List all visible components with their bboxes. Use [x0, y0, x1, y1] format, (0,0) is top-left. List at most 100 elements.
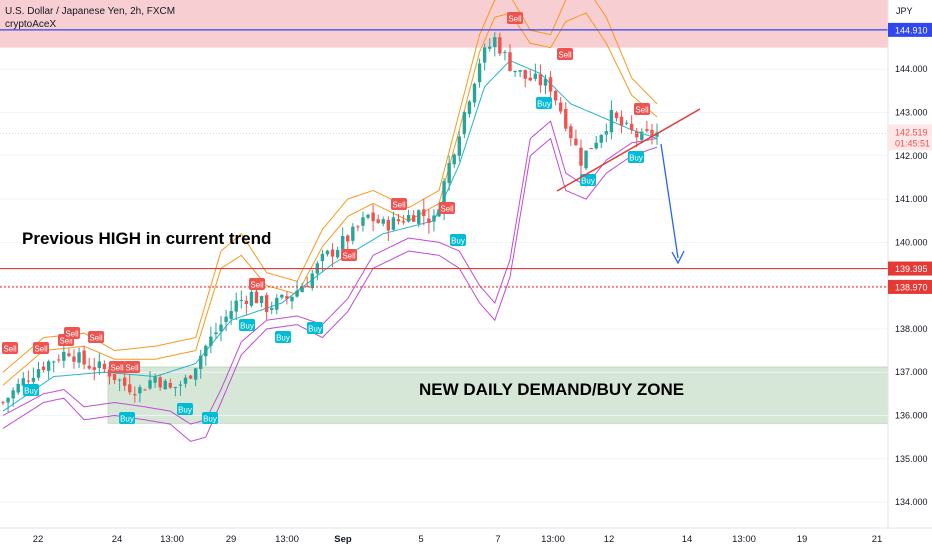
- candle-body: [11, 390, 15, 399]
- sell-signal-tag: [557, 48, 573, 60]
- candle-body: [133, 394, 137, 396]
- currency-label: JPY: [896, 6, 913, 16]
- x-tick-label: 13:00: [275, 534, 299, 545]
- candle-body: [589, 147, 593, 149]
- candle-body: [275, 297, 279, 310]
- candle-body: [31, 377, 36, 382]
- candle-body: [244, 300, 249, 304]
- y-tick-label: 137.000: [895, 367, 928, 377]
- candle-body: [417, 210, 421, 224]
- candle-body: [173, 386, 178, 389]
- candle-body: [16, 383, 20, 393]
- buy-signal-tag: [628, 151, 644, 163]
- candle-body: [188, 375, 193, 379]
- candle-body: [330, 249, 335, 257]
- candle-body: [325, 250, 330, 255]
- countdown-label: 01:45:51: [895, 138, 930, 148]
- x-tick-label: 24: [112, 534, 123, 545]
- buy-signal-text: Buy: [203, 415, 217, 424]
- sell-signal-text: Sell: [110, 364, 124, 373]
- candle-body: [498, 37, 502, 54]
- y-tick-label: 142.000: [895, 151, 928, 161]
- candle-body: [280, 294, 284, 298]
- candle-body: [371, 212, 375, 222]
- level-price-label: 139.395: [895, 264, 928, 274]
- candle-body: [574, 138, 578, 146]
- candle-body: [604, 131, 609, 135]
- candle-body: [569, 126, 573, 139]
- candle-body: [295, 290, 299, 297]
- candle-body: [503, 52, 507, 54]
- candle-body: [406, 215, 411, 222]
- candle-body: [447, 163, 451, 184]
- upper-outer-band: [2, 0, 658, 373]
- sell-signal-text: Sell: [635, 106, 649, 115]
- level-price-tag: [888, 261, 932, 276]
- sell-signal-tag: [124, 361, 140, 373]
- candle-body: [640, 131, 644, 140]
- buy-signal-text: Buy: [276, 334, 290, 343]
- candle-body: [340, 235, 345, 250]
- candle-body: [148, 380, 152, 389]
- candle-body: [467, 101, 472, 114]
- x-tick-label: 13:00: [732, 534, 756, 545]
- sell-signal-text: Sell: [558, 51, 572, 60]
- candle-body: [361, 217, 365, 226]
- level-price-label: 144.910: [895, 25, 928, 35]
- candle-body: [645, 129, 649, 131]
- candle-body: [310, 273, 314, 289]
- x-tick-label: 21: [872, 534, 883, 545]
- candle-body: [493, 37, 497, 48]
- lower-outer-band: [2, 137, 658, 442]
- candle-body: [594, 142, 598, 149]
- candle-body: [513, 70, 517, 73]
- candle-body: [356, 226, 360, 228]
- candle-body: [477, 63, 482, 83]
- candle-body: [46, 361, 51, 371]
- sell-signal-tag: [341, 249, 357, 261]
- candle-body: [655, 132, 659, 137]
- sell-signal-tag: [88, 331, 104, 343]
- candle-body: [183, 377, 188, 384]
- level-price-tag: [888, 22, 932, 37]
- candle-body: [523, 69, 527, 79]
- buy-signal-text: Buy: [24, 387, 38, 396]
- sell-signal-text: Sell: [508, 15, 522, 24]
- candle-body: [138, 387, 142, 394]
- sell-signal-tag: [634, 103, 650, 115]
- buy-signal-text: Buy: [537, 100, 551, 109]
- candle-body: [57, 359, 61, 361]
- buy-signal-text: Buy: [629, 154, 643, 163]
- candle-body: [401, 221, 406, 223]
- candle-body: [112, 374, 117, 381]
- sell-signal-tag: [109, 361, 125, 373]
- buy-signal-tag: [536, 97, 552, 109]
- y-tick-label: 144.000: [895, 64, 928, 74]
- candle-body: [538, 74, 543, 86]
- candle-body: [214, 332, 218, 335]
- x-tick-label: 13:00: [160, 534, 184, 545]
- candle-body: [158, 377, 162, 388]
- candle-body: [209, 336, 213, 346]
- buy-signal-tag: [450, 234, 466, 246]
- candle-body: [422, 209, 426, 216]
- sell-signal-tag: [391, 198, 407, 210]
- candle-body: [351, 226, 355, 241]
- candle-body: [488, 46, 492, 49]
- projection-arrow: [660, 143, 679, 259]
- level-price-label: 138.970: [895, 282, 928, 292]
- resistance-zone: [0, 0, 888, 48]
- x-tick-label: 22: [33, 534, 44, 545]
- candle-body: [26, 380, 31, 382]
- y-tick-label: 136.000: [895, 410, 928, 420]
- candle-body: [143, 389, 147, 391]
- buy-signal-text: Buy: [581, 177, 595, 186]
- buy-signal-tag: [239, 319, 255, 331]
- candle-body: [128, 384, 132, 393]
- candle-body: [168, 382, 173, 388]
- candle-body: [346, 235, 350, 242]
- candle-body: [36, 369, 41, 378]
- sell-signal-text: Sell: [3, 345, 17, 354]
